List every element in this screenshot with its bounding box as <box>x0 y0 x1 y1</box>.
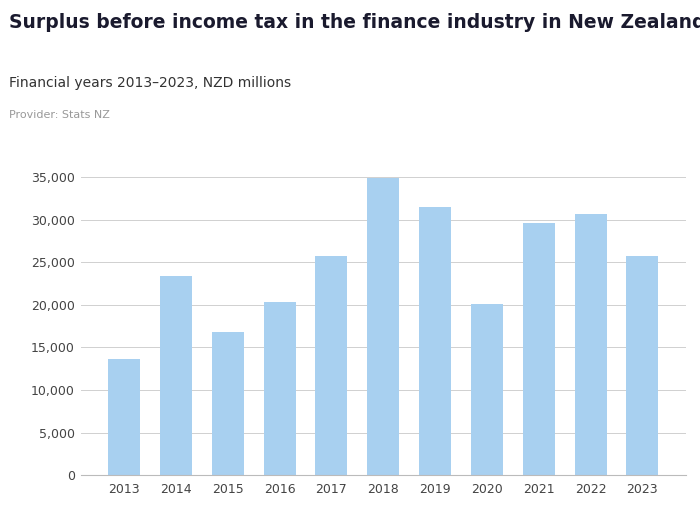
Bar <box>368 178 399 475</box>
Text: figure.nz: figure.nz <box>583 25 664 41</box>
Bar <box>523 223 555 475</box>
Bar <box>575 214 607 475</box>
Text: Financial years 2013–2023, NZD millions: Financial years 2013–2023, NZD millions <box>9 76 291 90</box>
Bar <box>108 359 140 475</box>
Bar <box>471 304 503 475</box>
Text: Surplus before income tax in the finance industry in New Zealand: Surplus before income tax in the finance… <box>9 13 700 32</box>
Text: Provider: Stats NZ: Provider: Stats NZ <box>9 110 110 120</box>
Bar <box>626 256 659 475</box>
Bar <box>160 276 192 475</box>
Bar <box>419 207 451 475</box>
Bar <box>263 302 295 475</box>
Bar <box>211 332 244 475</box>
Bar <box>316 256 347 475</box>
